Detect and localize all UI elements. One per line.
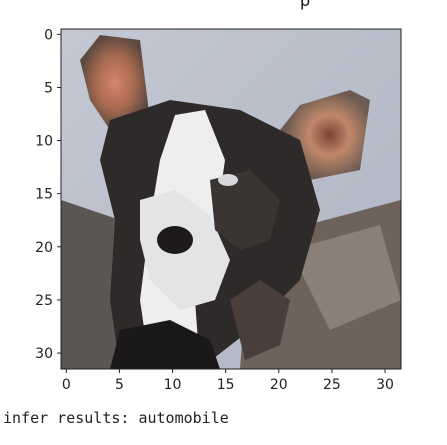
y-tick-label: 30 [35, 346, 53, 362]
x-tick-label: 25 [323, 377, 341, 393]
x-tick-label: 5 [115, 377, 124, 393]
plot-frame [60, 28, 402, 370]
x-tick-label: 30 [376, 377, 394, 393]
inference-result-text: infer results: automobile [3, 409, 229, 427]
y-tick-label: 25 [35, 293, 53, 309]
y-tick-label: 15 [35, 187, 53, 203]
x-tick-label: 0 [62, 377, 71, 393]
y-tick-label: 20 [35, 240, 53, 256]
figure-title-fragment: p [300, 0, 311, 10]
y-tick-label: 5 [44, 80, 53, 96]
y-tick-label: 0 [44, 27, 53, 43]
x-tick-label: 20 [270, 377, 288, 393]
dog-image [61, 29, 401, 369]
x-axis: 0 5 10 15 20 25 30 [62, 369, 394, 393]
image-plot: 0 5 10 15 20 25 30 0 5 10 15 20 25 30 [35, 27, 402, 393]
x-tick-label: 15 [217, 377, 235, 393]
x-tick-label: 10 [164, 377, 182, 393]
y-tick-label: 10 [35, 134, 53, 150]
y-axis: 0 5 10 15 20 25 30 [35, 27, 61, 362]
